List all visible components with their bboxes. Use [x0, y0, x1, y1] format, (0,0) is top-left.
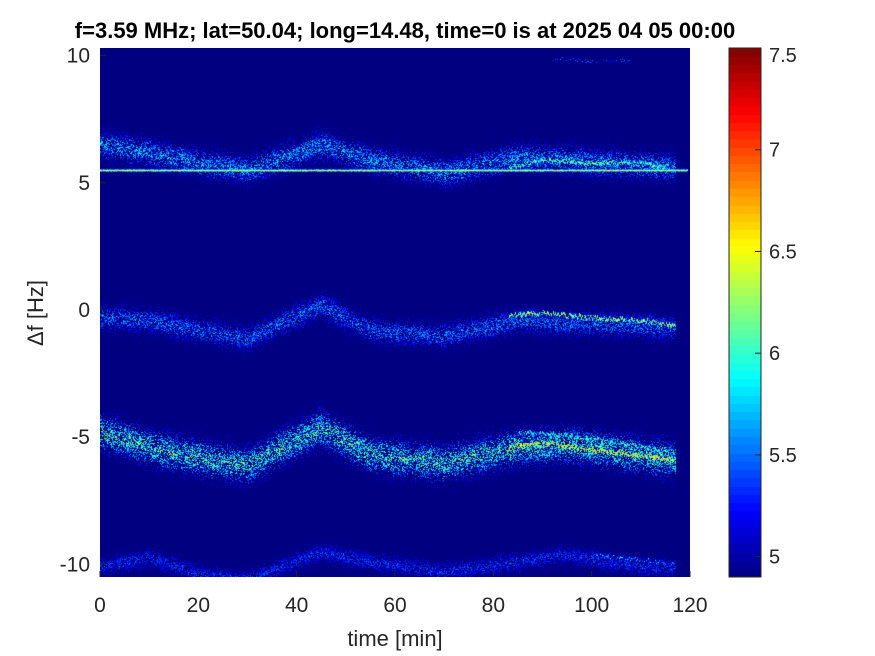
- colorbar-tick-label: 6: [769, 343, 780, 365]
- colorbar-area: [729, 48, 761, 577]
- colorbar-ticks: 5 5.5 6 6.5 7 7.5: [755, 45, 797, 569]
- x-tick-label: 100: [574, 594, 609, 617]
- x-tick-label: 60: [383, 594, 406, 617]
- x-tick-label: 80: [482, 594, 505, 617]
- y-tick-label: 10: [67, 45, 90, 68]
- spectrogram-plot: [100, 48, 690, 577]
- x-tick-label: 120: [672, 594, 707, 617]
- colorbar: [728, 47, 762, 578]
- x-tick-label: 0: [94, 594, 106, 617]
- x-axis: 0 20 40 60 80 100 120: [94, 571, 708, 617]
- chart-title: f=3.59 MHz; lat=50.04; long=14.48, time=…: [75, 18, 735, 43]
- y-tick-label: 0: [78, 299, 90, 322]
- y-tick-label: 5: [78, 172, 90, 195]
- heatmap-area: [100, 48, 690, 577]
- colorbar-frame: [728, 47, 762, 578]
- y-axis-label: Δf [Hz]: [23, 280, 48, 346]
- x-tick-label: 20: [187, 594, 210, 617]
- colorbar-tick-label: 7: [769, 140, 780, 162]
- colorbar-tick-label: 7.5: [769, 45, 797, 67]
- y-axis: 10 5 0 -5 -10: [60, 45, 106, 576]
- colorbar-tick-label: 5.5: [769, 445, 797, 467]
- x-axis-label: time [min]: [347, 626, 442, 651]
- x-tick-label: 40: [285, 594, 308, 617]
- colorbar-tick-label: 6.5: [769, 241, 797, 263]
- colorbar-tick-label: 5: [769, 547, 780, 569]
- y-tick-label: -10: [60, 553, 90, 576]
- heatmap-canvas: [100, 48, 690, 577]
- colorbar-canvas: [729, 48, 761, 577]
- y-tick-label: -5: [71, 426, 90, 449]
